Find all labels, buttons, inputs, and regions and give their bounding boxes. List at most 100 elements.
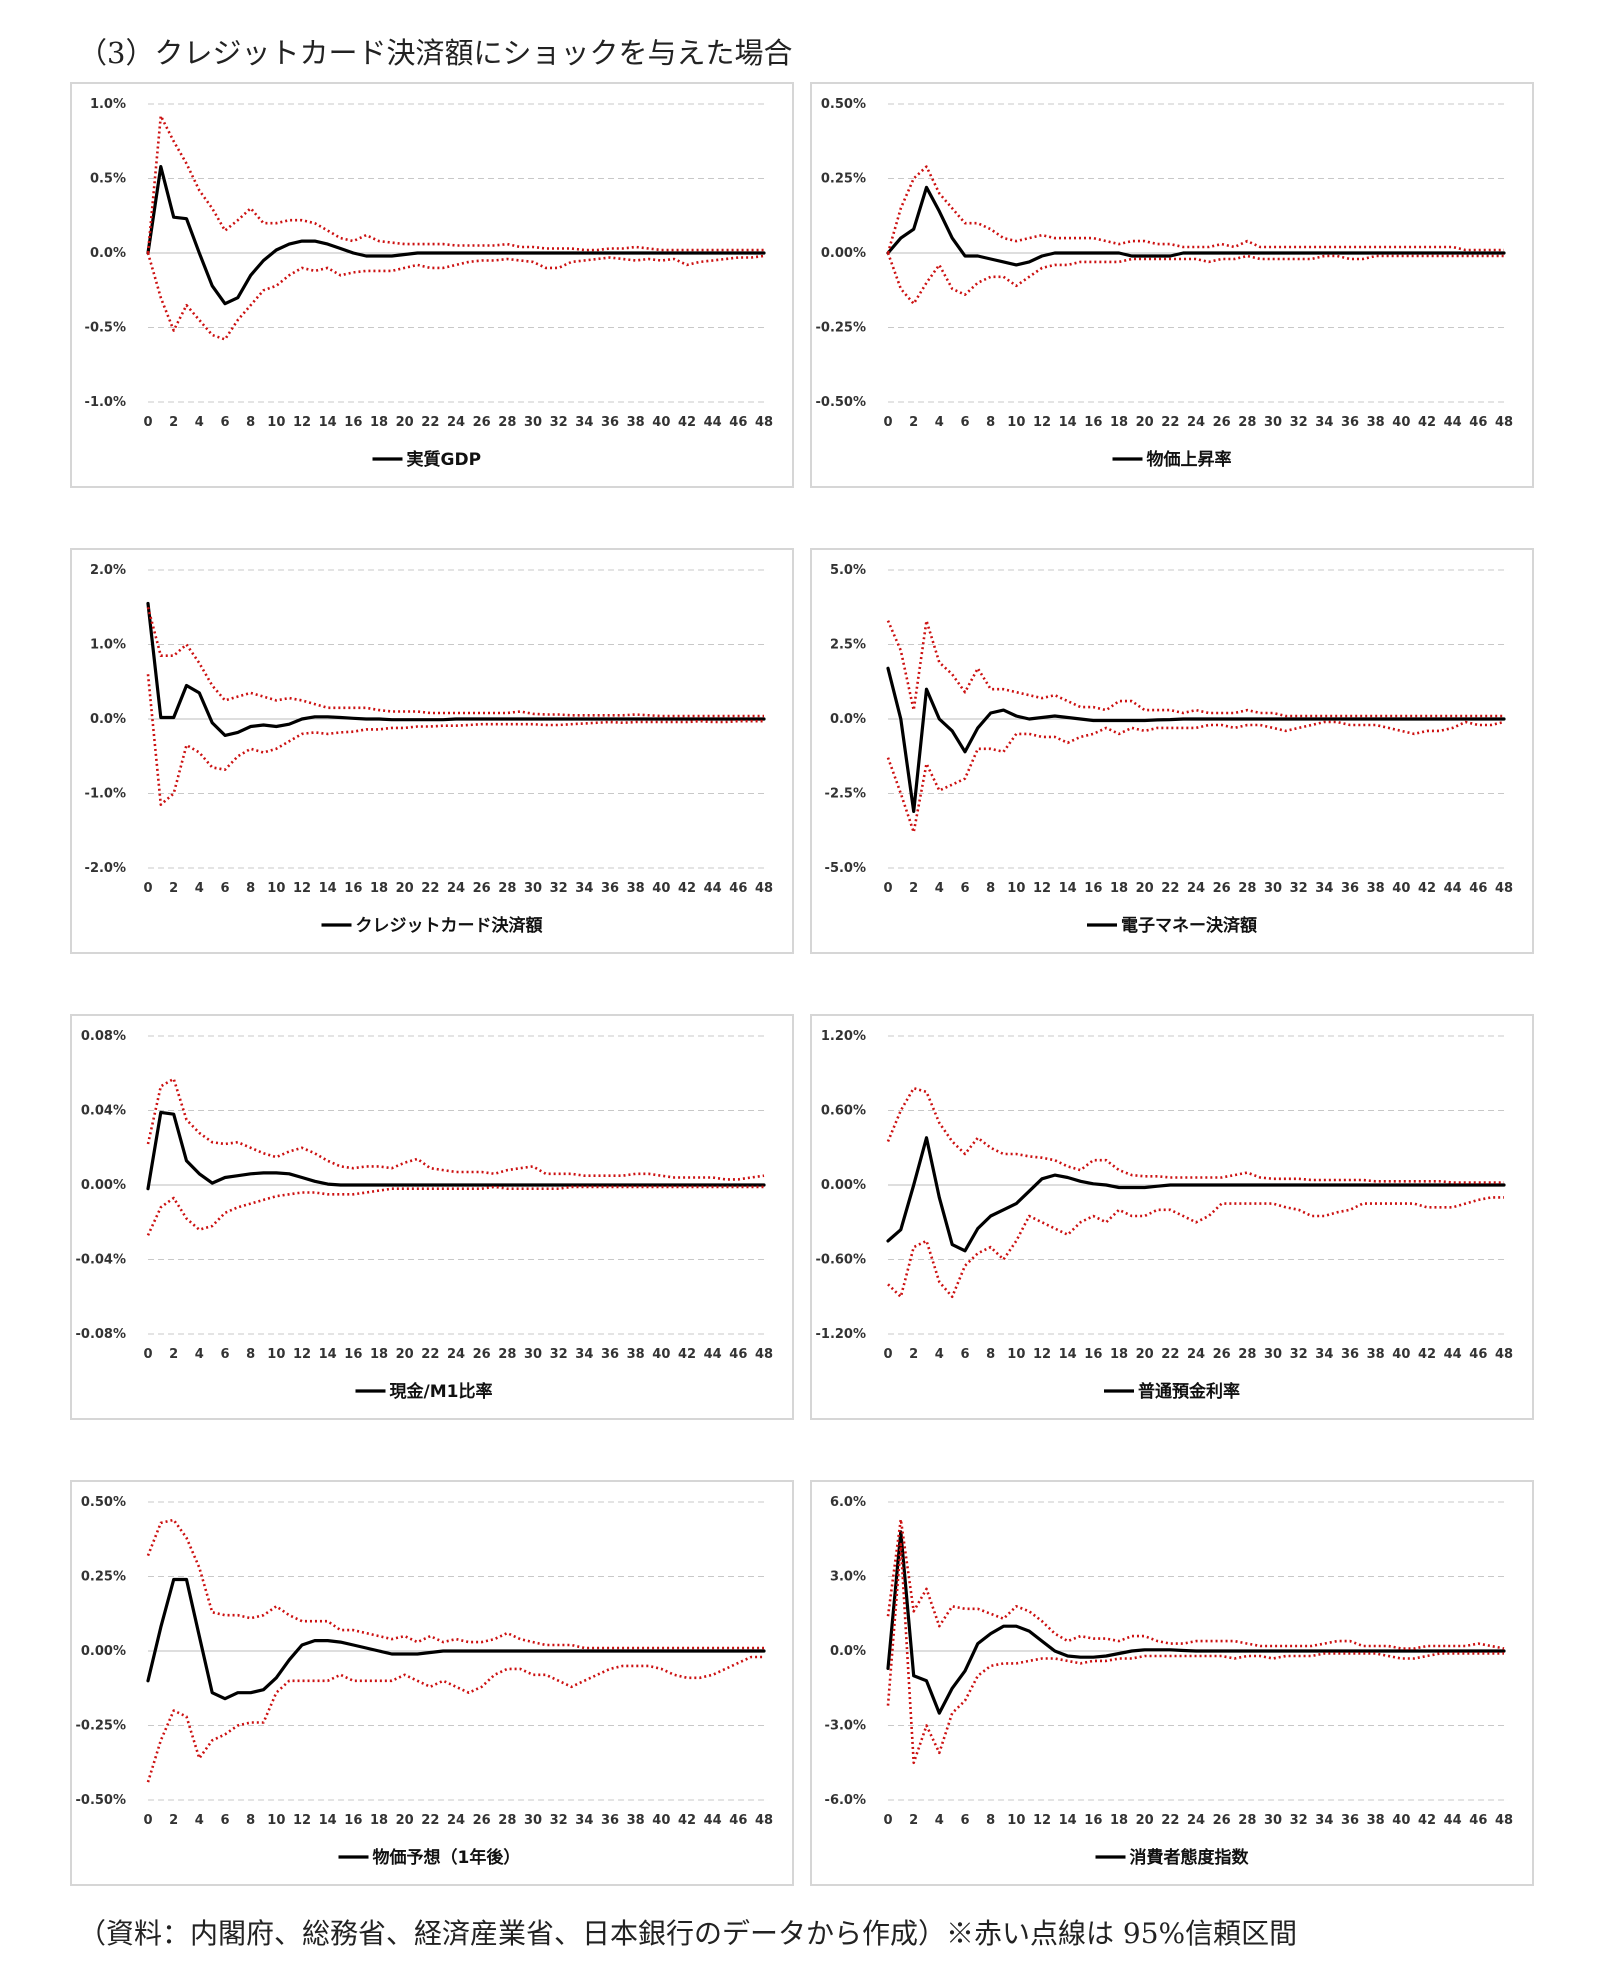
x-tick-label: 10 (267, 1347, 285, 1362)
y-tick-label: -0.5% (85, 321, 126, 336)
y-tick-label: -0.25% (76, 1719, 127, 1734)
x-tick-label: 36 (1341, 1813, 1359, 1828)
x-tick-label: 30 (524, 881, 542, 896)
x-tick-label: 6 (960, 415, 969, 430)
x-tick-label: 42 (678, 1347, 696, 1362)
x-tick-label: 14 (1059, 1813, 1077, 1828)
x-tick-label: 10 (1007, 415, 1025, 430)
chart-svg: 0.50%0.25%0.00%-0.25%-0.50%0 2 4 6 8 10 12 14 16… (76, 1495, 774, 1868)
x-tick-label: 32 (1290, 881, 1308, 896)
x-tick-label: 32 (550, 1813, 568, 1828)
chart-svg: 0.08%0.04%0.00%-0.04%-0.08%0 2 4 6 8 10 12 14 16… (76, 1029, 774, 1402)
x-tick-label: 26 (1213, 1347, 1231, 1362)
x-tick-label: 28 (498, 1813, 516, 1828)
x-tick-label: 0 (143, 415, 152, 430)
x-tick-label: 20 (1136, 1813, 1154, 1828)
legend-label: クレジットカード決済額 (356, 915, 543, 936)
x-tick-label: 14 (1059, 1347, 1077, 1362)
y-tick-label: -1.20% (816, 1327, 867, 1342)
x-tick-label: 12 (293, 881, 311, 896)
y-tick-label: 6.0% (830, 1495, 866, 1510)
x-tick-label: 48 (1495, 415, 1513, 430)
x-tick-label: 44 (704, 881, 722, 896)
x-tick-label: 34 (575, 1347, 593, 1362)
x-tick-label: 30 (1264, 415, 1282, 430)
y-tick-label: 0.60% (821, 1104, 866, 1119)
confidence-band-upper (146, 1077, 765, 1181)
x-tick-label: 38 (627, 1347, 645, 1362)
chart-svg: 1.0%0.5%0.0%-0.5%-1.0%0 2 4 6 8 10 12 14 16 18 20 2… (85, 97, 774, 470)
y-tick-label: 0.0% (830, 1644, 866, 1659)
x-tick-label: 18 (1110, 1347, 1128, 1362)
x-tick-label: 36 (601, 415, 619, 430)
x-tick-label: 12 (293, 1347, 311, 1362)
x-tick-label: 34 (1315, 1813, 1333, 1828)
x-tick-label: 4 (195, 415, 204, 430)
y-tick-label: -2.5% (825, 787, 866, 802)
confidence-band-lower (887, 1196, 1504, 1299)
y-tick-label: 0.00% (81, 1178, 126, 1193)
x-tick-label: 10 (1007, 1813, 1025, 1828)
x-tick-label: 32 (550, 415, 568, 430)
y-tick-label: 0.08% (81, 1029, 126, 1044)
x-tick-label: 42 (1418, 415, 1436, 430)
chart-panel-inflation-expectation: 0.50% 0.25% 0.00% -0.25% -0.50% 0 2 4 6 8 10 12 14 16… (70, 1480, 794, 1886)
x-tick-label: 22 (421, 1813, 439, 1828)
x-tick-label: 2 (909, 1347, 918, 1362)
x-tick-label: 20 (396, 1347, 414, 1362)
x-tick-label: 20 (396, 1813, 414, 1828)
confidence-band-upper (886, 1086, 1504, 1184)
chart-svg: 0.50%0.25%0.00%-0.25%-0.50%0 2 4 6 8 10 12 14 16… (816, 97, 1514, 470)
x-tick-label: 46 (729, 415, 747, 430)
x-tick-label: 26 (473, 415, 491, 430)
x-tick-label: 28 (1238, 1813, 1256, 1828)
x-tick-label: 38 (1367, 415, 1385, 430)
y-tick-label: 0.25% (81, 1570, 126, 1585)
x-tick-label: 38 (627, 881, 645, 896)
response-line (886, 185, 1506, 267)
y-tick-label: 2.5% (830, 638, 866, 653)
x-tick-label: 16 (1084, 1813, 1102, 1828)
x-tick-label: 38 (627, 415, 645, 430)
x-tick-label: 34 (1315, 415, 1333, 430)
page-heading: （3）クレジットカード決済額にショックを与えた場合 (78, 36, 793, 70)
x-tick-label: 24 (1187, 881, 1205, 896)
chart-panel-inflation-rate: 0.50% 0.25% 0.00% -0.25% -0.50% 0 2 4 6 8 10 12 14 16… (810, 82, 1534, 488)
x-tick-label: 12 (1033, 881, 1051, 896)
x-tick-label: 40 (652, 881, 670, 896)
x-tick-label: 2 (169, 415, 178, 430)
x-tick-label: 14 (319, 881, 337, 896)
x-tick-label: 0 (143, 1813, 152, 1828)
legend-label: 実質GDP (407, 449, 482, 470)
x-tick-label: 2 (169, 881, 178, 896)
x-tick-label: 14 (319, 1813, 337, 1828)
x-tick-label: 24 (447, 1347, 465, 1362)
x-tick-label: 46 (729, 1813, 747, 1828)
x-tick-label: 30 (1264, 1347, 1282, 1362)
x-tick-label: 8 (986, 881, 995, 896)
x-tick-label: 46 (1469, 1813, 1487, 1828)
x-tick-label: 48 (1495, 881, 1513, 896)
y-tick-label: -1.0% (85, 787, 126, 802)
y-tick-label: 3.0% (830, 1570, 866, 1585)
x-tick-label: 10 (1007, 881, 1025, 896)
chart-panel-credit-card-payments: 2.0% 1.0% 0.0% -1.0% -2.0% 0 2 4 6 8 10 12 14 16 18 20 2… (70, 548, 794, 954)
chart-panel-real-gdp: 1.0% 0.5% 0.0% -0.5% -1.0% 0 2 4 6 8 10 12 14 16 18 20 2… (70, 82, 794, 488)
x-tick-label: 34 (575, 1813, 593, 1828)
x-tick-label: 14 (1059, 881, 1077, 896)
confidence-band-lower (886, 720, 1505, 834)
x-tick-label: 38 (1367, 881, 1385, 896)
x-tick-label: 4 (935, 415, 944, 430)
x-tick-label: 38 (1367, 1347, 1385, 1362)
x-tick-label: 20 (396, 415, 414, 430)
x-tick-label: 40 (1392, 1347, 1410, 1362)
x-tick-label: 36 (601, 881, 619, 896)
x-tick-label: 12 (293, 415, 311, 430)
y-tick-label: 0.00% (81, 1644, 126, 1659)
confidence-band-upper (146, 1518, 764, 1650)
x-tick-label: 44 (1444, 415, 1462, 430)
x-tick-label: 6 (960, 1813, 969, 1828)
x-tick-label: 42 (678, 415, 696, 430)
x-tick-label: 8 (246, 1347, 255, 1362)
x-tick-label: 40 (652, 1347, 670, 1362)
